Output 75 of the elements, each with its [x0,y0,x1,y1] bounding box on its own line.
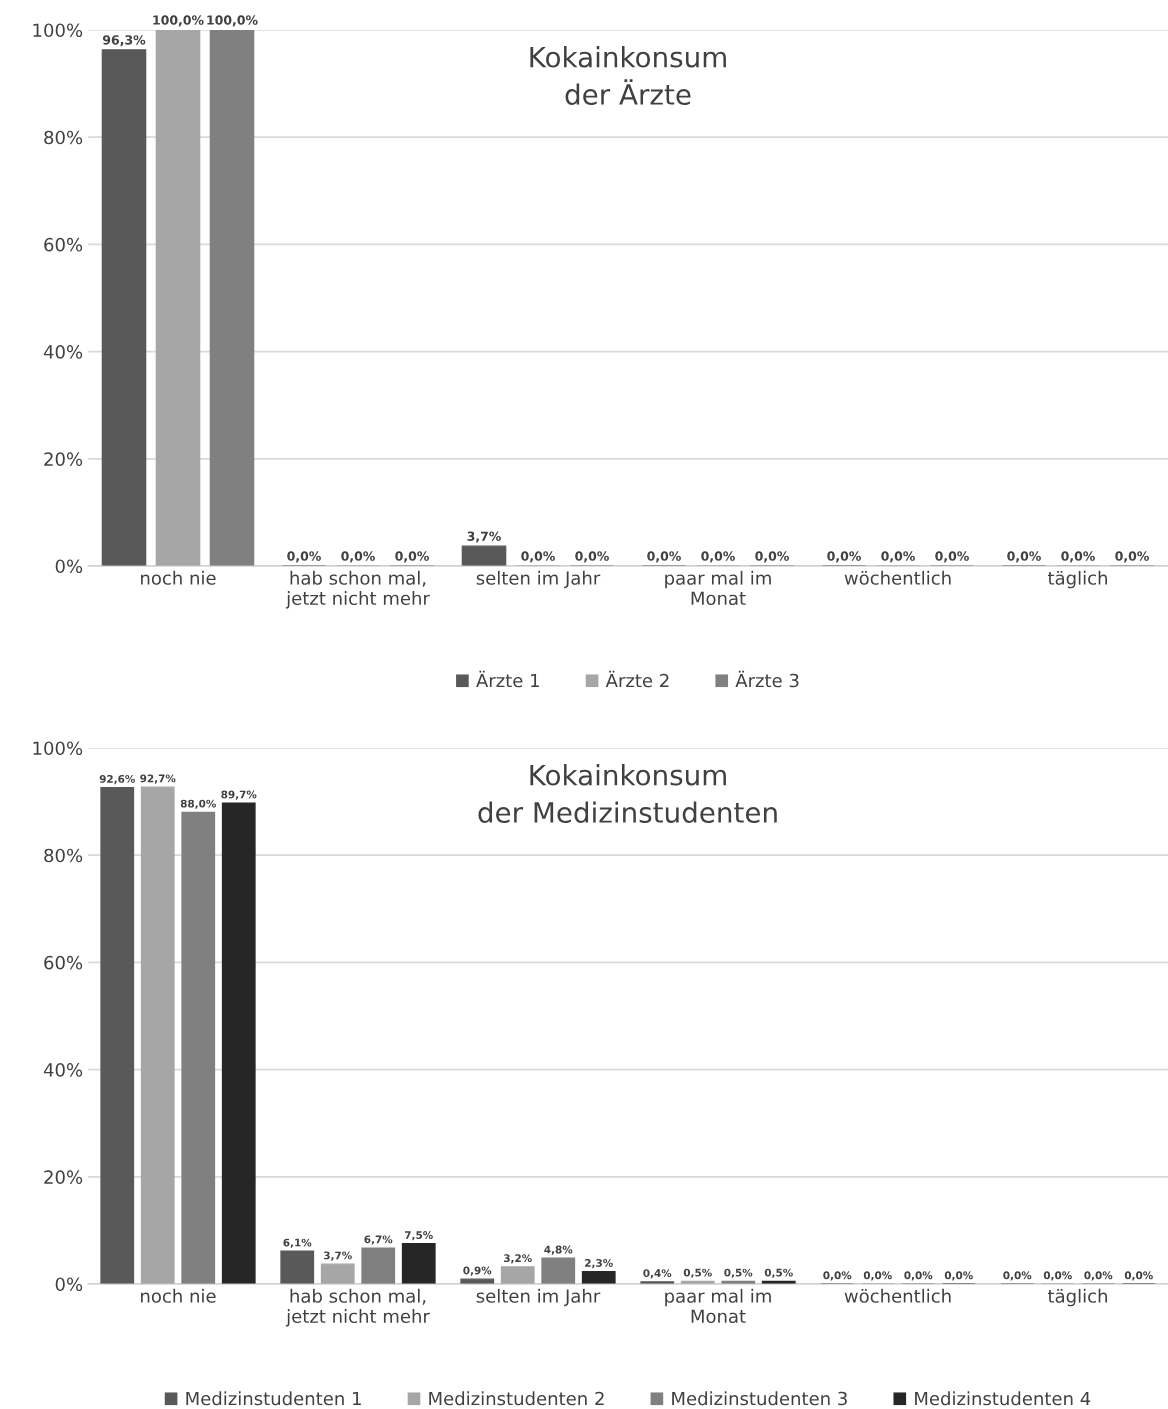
legend-label: Medizinstudenten 4 [915,1391,1091,1406]
x-tick-label: wöchentlich [844,1288,951,1303]
data-label: 0,0% [1061,551,1095,563]
x-tick-label: wöchentlich [844,570,951,585]
legend-label: Medizinstudenten 2 [429,1391,604,1406]
data-label: 3,7% [324,1251,352,1261]
y-tick-label: 100% [33,23,83,38]
data-label: 0,0% [755,551,789,563]
data-label: 0,0% [863,1271,892,1281]
data-label: 0,0% [287,551,321,563]
data-label: 88,0% [180,799,216,809]
data-label: 0,0% [823,1271,852,1281]
data-label: 0,0% [904,1271,933,1281]
data-label: 0,9% [463,1266,492,1276]
data-label: 0,0% [1084,1271,1113,1281]
data-label: 0,4% [643,1269,672,1279]
data-label: 6,1% [283,1238,312,1248]
y-tick-label: 100% [33,741,83,756]
data-label: 7,5% [405,1231,433,1241]
x-tick-label: noch nie [141,1288,216,1303]
data-label: 0,0% [341,551,375,563]
legend-label: Ärzte 3 [735,670,799,688]
data-label: 96,3% [102,35,146,47]
data-label: 0,0% [881,551,915,563]
data-label: 92,6% [99,774,135,785]
x-tick-label: selten im Jahr [476,1288,601,1307]
y-tick-label: 0% [55,1277,83,1292]
legend-label: Medizinstudenten 3 [672,1391,847,1406]
data-label: 0,0% [1124,1271,1153,1281]
legend-label: Medizinstudenten 1 [186,1391,361,1406]
data-label: 0,0% [1007,551,1041,563]
data-label: 0,0% [1115,551,1149,563]
data-label: 100,0% [207,15,258,27]
data-label: 0,0% [575,551,609,563]
legend-label: Ärzte 2 [605,670,669,688]
text: Kokainkonsum der Medizinstudenten [478,764,777,824]
x-tick-label: hab schon mal, jetzt nicht mehr [285,1288,430,1327]
data-label: 0,5% [683,1268,712,1278]
data-label: 0,0% [647,551,681,563]
data-label: 0,0% [701,551,735,563]
y-tick-label: 60% [44,237,83,252]
data-label: 0,0% [1003,1271,1032,1281]
x-tick-label: paar mal im Monat [665,570,771,606]
data-label: 6,7% [364,1235,393,1245]
data-label: 0,0% [521,551,555,563]
data-label: 100,0% [153,15,204,27]
data-label: 3,2% [504,1254,532,1264]
y-tick-label: 40% [43,1063,83,1077]
data-label: 4,8% [544,1245,573,1255]
x-tick-label: täglich [1047,570,1107,589]
x-tick-label: hab schon mal, jetzt nicht mehr [285,570,430,609]
data-label: 0,0% [827,551,861,563]
x-tick-label: täglich [1047,1288,1107,1307]
data-label: 0,5% [764,1268,793,1278]
y-tick-label: 20% [44,452,83,466]
data-label: 0,0% [395,551,429,563]
legend-label: Ärzte 1 [476,670,539,688]
data-label: 89,7% [221,790,257,800]
x-tick-label: paar mal im Monat [665,1288,771,1324]
data-label: 92,7% [140,774,176,784]
y-tick-label: 60% [44,955,83,970]
y-tick-label: 20% [44,1170,83,1184]
y-tick-label: 0% [55,559,83,574]
data-label: 0,0% [944,1271,973,1281]
data-label: 0,0% [1043,1271,1072,1281]
data-label: 3,7% [467,531,501,543]
text: Kokainkonsum der Ärzte [530,46,726,106]
data-label: 0,5% [724,1268,753,1278]
x-tick-label: noch nie [141,570,216,585]
y-tick-label: 80% [44,130,83,145]
data-label: 0,0% [935,551,969,563]
y-tick-label: 40% [43,345,83,359]
y-tick-label: 80% [44,848,83,863]
x-tick-label: selten im Jahr [476,570,601,589]
data-label: 2,3% [585,1259,613,1269]
